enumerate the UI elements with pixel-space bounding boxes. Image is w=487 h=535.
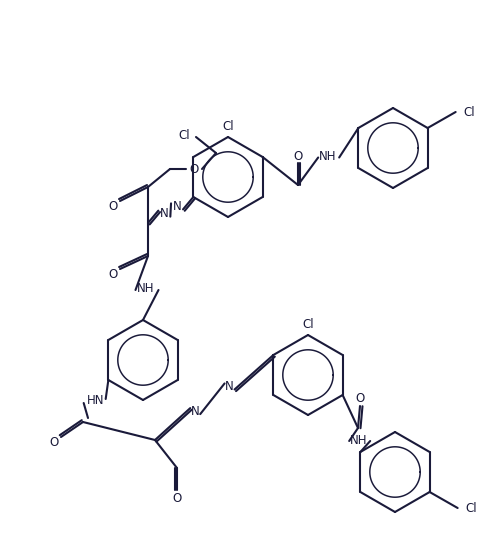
Text: N: N	[191, 404, 200, 418]
Text: NH: NH	[350, 433, 367, 447]
Text: O: O	[109, 200, 118, 212]
Text: Cl: Cl	[178, 128, 190, 141]
Text: Cl: Cl	[466, 502, 477, 516]
Text: O: O	[356, 392, 365, 404]
Text: Cl: Cl	[302, 317, 314, 331]
Text: Cl: Cl	[222, 119, 234, 133]
Text: O: O	[109, 268, 118, 280]
Text: NH: NH	[318, 150, 336, 163]
Text: N: N	[173, 200, 181, 213]
Text: O: O	[172, 492, 182, 505]
Text: N: N	[225, 380, 234, 393]
Text: N: N	[160, 207, 169, 220]
Text: O: O	[293, 149, 302, 163]
Text: O: O	[189, 163, 199, 175]
Text: O: O	[49, 435, 58, 448]
Text: HN: HN	[87, 394, 104, 408]
Text: NH: NH	[137, 281, 154, 294]
Text: Cl: Cl	[464, 105, 475, 118]
